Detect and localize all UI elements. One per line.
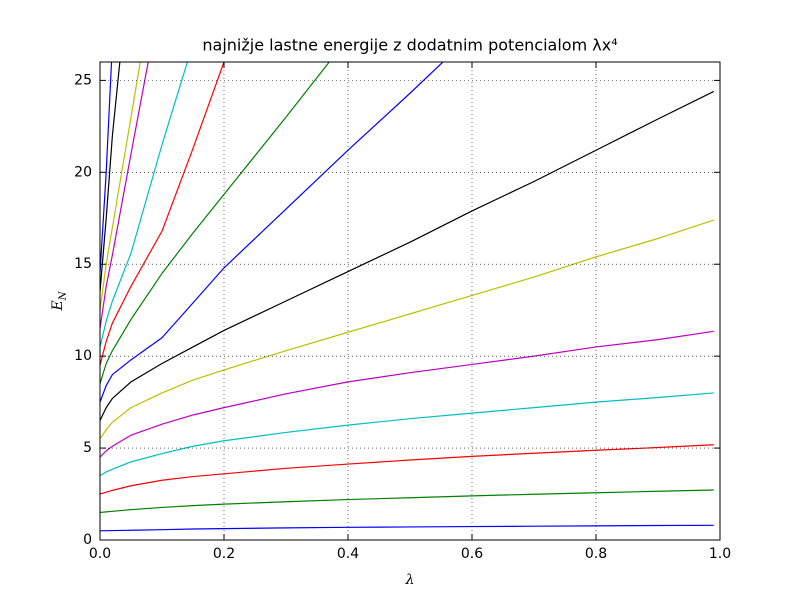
- series-line: [100, 62, 121, 292]
- y-tick-label: 5: [83, 440, 92, 456]
- chart-title: najnižje lastne energije z dodatnim pote…: [202, 36, 617, 55]
- series-line: [100, 90, 715, 421]
- series-line: [100, 444, 714, 495]
- x-tick-label: 0.0: [89, 546, 111, 562]
- x-tick-label: 0.4: [337, 546, 359, 562]
- x-tick-label: 0.8: [585, 546, 607, 562]
- x-tick-label: 0.2: [213, 546, 235, 562]
- series-line: [100, 524, 714, 532]
- series-line: [100, 62, 444, 403]
- x-tick-label: 0.6: [461, 546, 483, 562]
- series-line: [100, 392, 714, 477]
- y-tick-label: 10: [74, 348, 92, 364]
- y-tick-label: 15: [74, 256, 92, 272]
- series-line: [100, 330, 714, 458]
- plot-frame: [99, 61, 721, 541]
- series-line: [100, 62, 149, 329]
- x-tick-label: 1.0: [709, 546, 731, 562]
- series-line: [100, 62, 188, 348]
- plot-lines: [100, 62, 715, 532]
- series-line: [100, 62, 331, 384]
- x-axis-label: λ: [405, 572, 415, 588]
- y-axis-label: EN: [50, 290, 69, 311]
- series-line: [100, 219, 714, 440]
- series-line: [100, 489, 714, 514]
- y-tick-label: 25: [74, 72, 92, 88]
- series-line: [100, 62, 225, 366]
- y-tick-label: 20: [74, 164, 92, 180]
- y-tick-label: 0: [83, 532, 92, 548]
- series-line: [100, 62, 141, 311]
